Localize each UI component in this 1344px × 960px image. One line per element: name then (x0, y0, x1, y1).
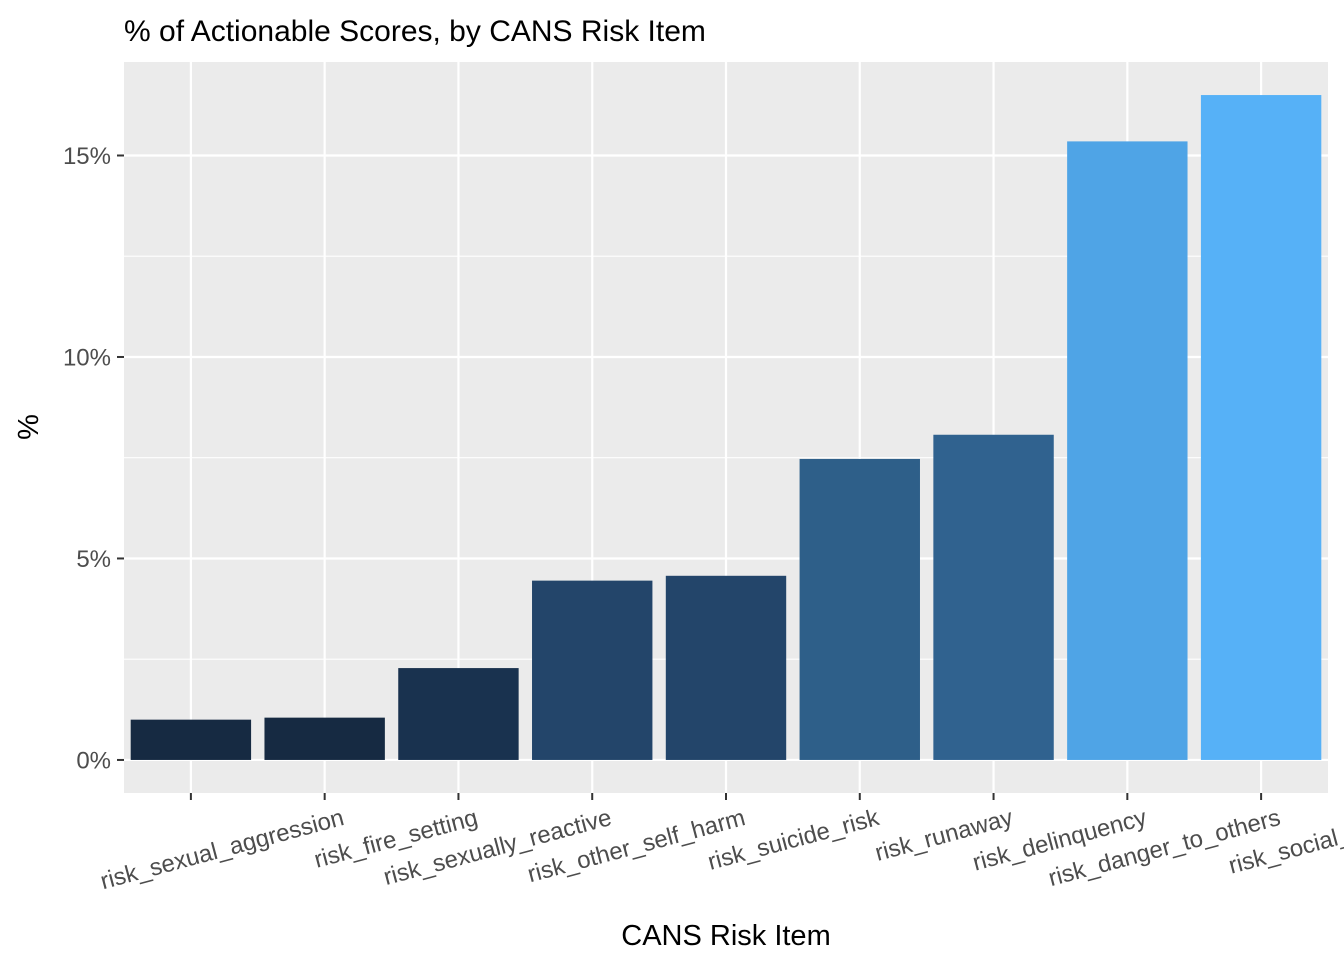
y-tick-label: 10% (63, 344, 111, 371)
bar-risk_delinquency (933, 434, 1054, 760)
y-tick-label: 0% (76, 747, 111, 774)
bar-risk_suicide_risk (665, 575, 787, 760)
bar-risk_other_self_harm (532, 580, 653, 760)
y-tick-label: 5% (76, 546, 111, 573)
y-axis-title: % (13, 414, 45, 440)
bar-risk_runaway (799, 458, 920, 760)
bar-risk_sexually_reactive (398, 668, 519, 760)
bars (130, 95, 1322, 760)
x-tick-label: risk_sexual_aggression (98, 804, 347, 895)
bar-risk_social_behav (1200, 95, 1322, 760)
bar-risk_sexual_aggression (130, 719, 252, 760)
x-axis-title: CANS Risk Item (621, 920, 830, 952)
bar-risk_danger_to_others (1067, 141, 1188, 760)
bar-risk_fire_setting (264, 717, 385, 760)
y-tick-label: 15% (63, 143, 111, 170)
chart-title: % of Actionable Scores, by CANS Risk Ite… (124, 15, 706, 48)
